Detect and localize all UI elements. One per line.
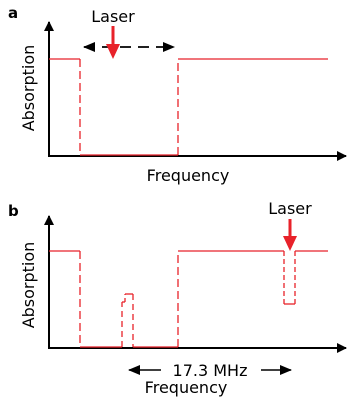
absorption-trace: [49, 250, 328, 348]
x-axis-label: Frequency: [145, 378, 228, 397]
y-axis-label: Absorption: [19, 242, 38, 329]
absorption-trace: [49, 58, 328, 156]
laser-arrow: [283, 219, 297, 251]
separation-label: 17.3 MHz: [173, 361, 248, 380]
panel-b: b Absorption Frequency Laser: [8, 199, 347, 397]
x-axis-label: Frequency: [147, 166, 230, 185]
panel-letter: a: [8, 4, 18, 22]
laser-label: Laser: [268, 199, 312, 218]
panel-letter: b: [8, 202, 19, 220]
panel-a: a Absorption Frequency Laser: [8, 4, 347, 185]
laser-arrow: [106, 26, 120, 59]
laser-label: Laser: [91, 7, 135, 26]
y-axis-label: Absorption: [19, 45, 38, 132]
